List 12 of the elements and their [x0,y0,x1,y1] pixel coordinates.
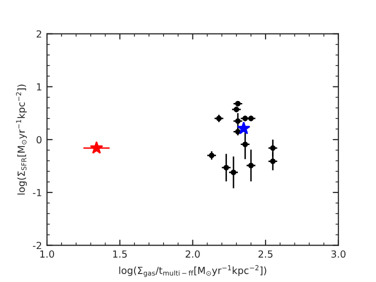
text: log(Σ$_{SFR}$[M$_{⊙}$yr$^{−1}$kpc$^{−2}$]) [16,84,27,194]
y-tick-label: 1 [37,83,42,90]
x-tick-label: 1.5 [113,250,127,258]
x-tick-label: 2.0 [186,250,200,258]
x-tick-label: 3.0 [331,250,346,258]
x-tick-label: 1.0 [40,250,54,258]
y-tick-label: -1 [32,189,42,196]
y-tick-label: 2 [36,30,42,38]
x-tick-label: 2.5 [258,250,272,258]
text: log(Σ$_{gas}$/t$_{multi−ff}$[M$_{⊙}$yr$^{−1}$kpc$^{−2}$]) [119,265,266,277]
y-tick-label: 0 [36,136,42,144]
y-tick-label: -2 [32,242,42,250]
